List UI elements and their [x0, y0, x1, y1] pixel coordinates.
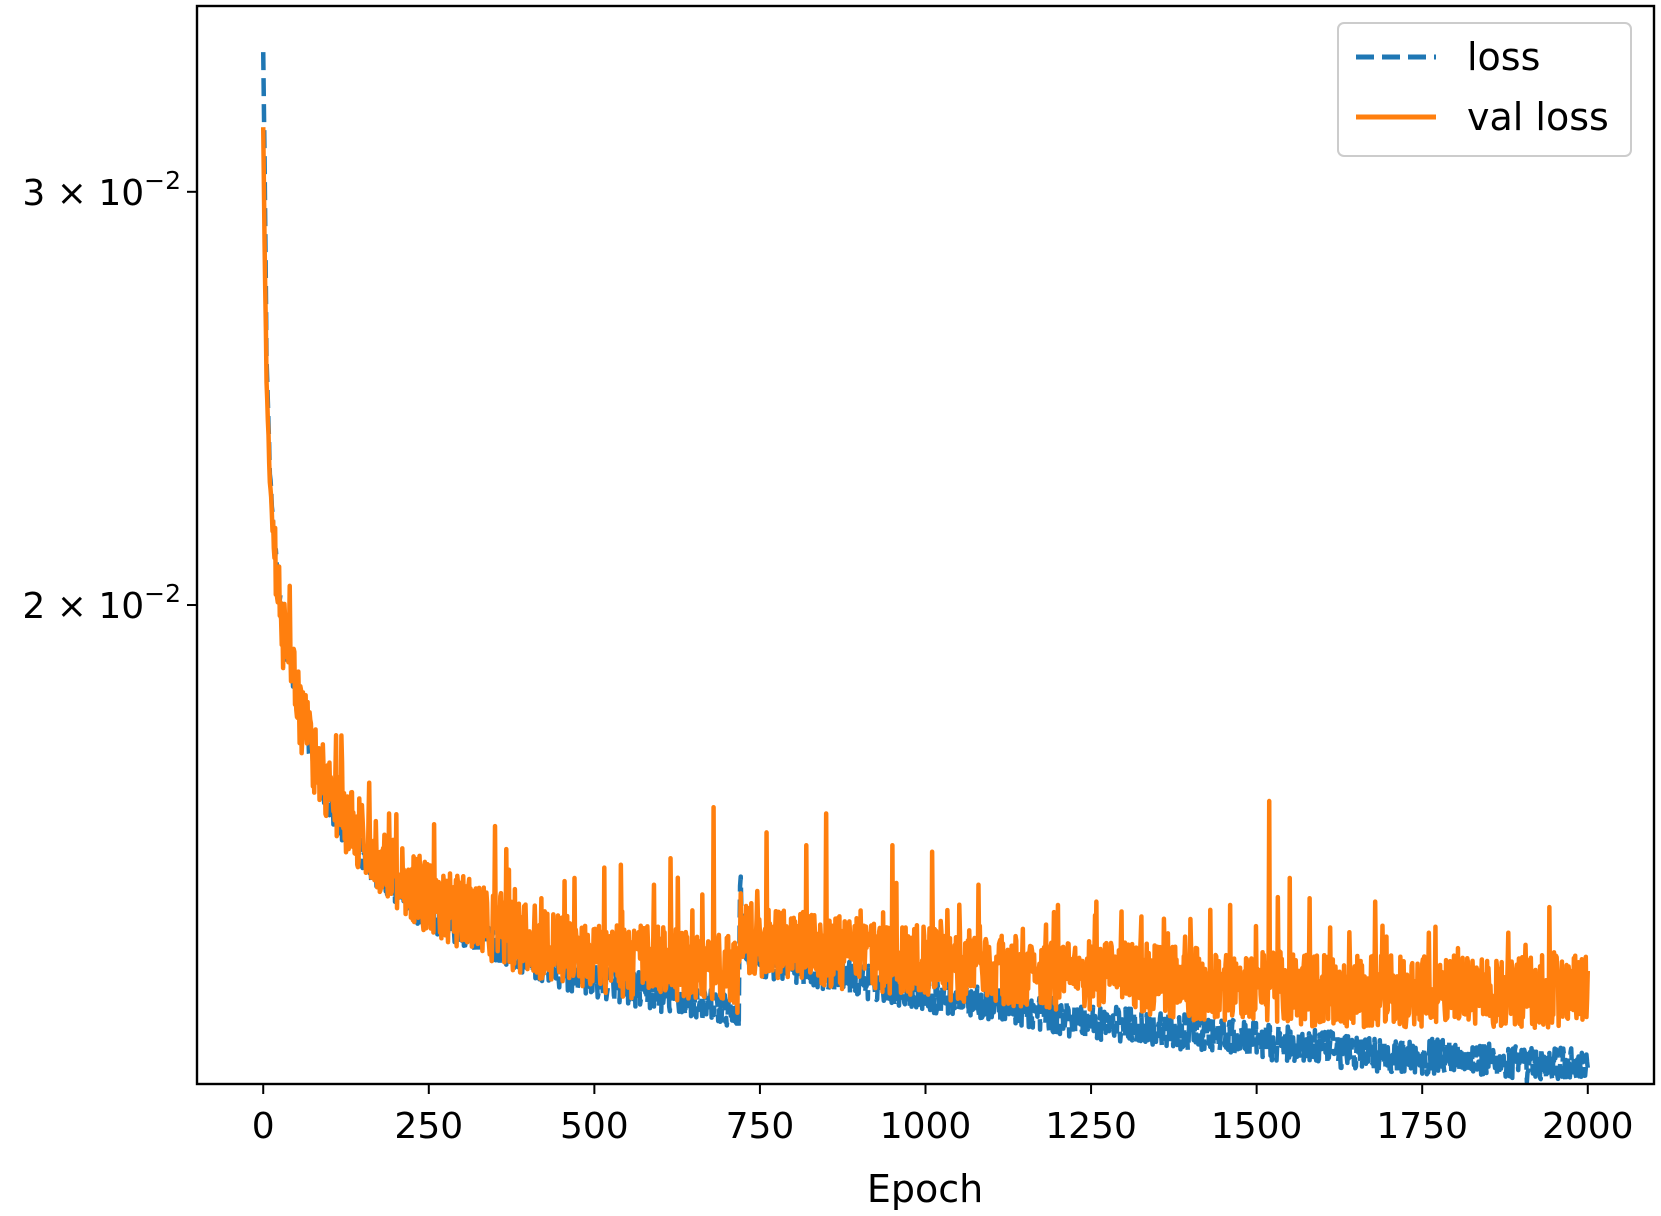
plot-frame — [195, 4, 1656, 1086]
legend-label-val-loss: val loss — [1467, 95, 1609, 139]
x-axis: 0 250 500 750 1000 1250 1500 1750 2000 — [252, 1084, 1634, 1147]
y-tick-label: 2 × 10−2 — [22, 579, 181, 627]
x-tick-label: 250 — [394, 1106, 463, 1147]
legend: loss val loss — [1337, 22, 1632, 157]
x-tick-label: 2000 — [1542, 1106, 1634, 1147]
x-tick-label: 0 — [252, 1106, 275, 1147]
series-layer — [260, 52, 1591, 1085]
y-tick-label: 3 × 10−2 — [22, 166, 181, 214]
x-tick-label: 500 — [560, 1106, 629, 1147]
y-axis: 3 × 10−2 2 × 10−2 — [22, 166, 197, 627]
x-tick-label: 1250 — [1045, 1106, 1137, 1147]
legend-label-loss: loss — [1467, 35, 1540, 79]
x-tick-label: 1000 — [880, 1106, 972, 1147]
x-axis-title: Epoch — [867, 1167, 983, 1211]
x-tick-label: 1500 — [1211, 1106, 1303, 1147]
series-line-val-loss — [260, 127, 1591, 1030]
x-tick-label: 1750 — [1376, 1106, 1468, 1147]
x-tick-label: 750 — [726, 1106, 795, 1147]
